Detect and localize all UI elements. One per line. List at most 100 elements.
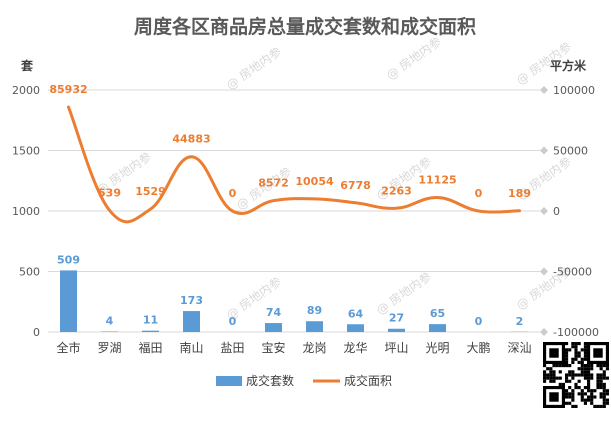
qr-module (602, 398, 606, 402)
qr-module (583, 348, 587, 352)
qr-module (596, 382, 600, 386)
qr-module (571, 395, 575, 399)
qr-module (605, 401, 609, 405)
qr-module (574, 357, 578, 361)
qr-module (565, 342, 569, 346)
qr-module (599, 379, 603, 383)
qr-module (565, 351, 569, 355)
axis-ticks: 0500100015002000-100000-5000005000010000… (12, 84, 599, 339)
qr-module (580, 392, 584, 396)
qr-module (571, 389, 575, 393)
qr-module (574, 348, 578, 352)
bar (347, 324, 364, 332)
right-tick-label: 0 (553, 205, 560, 218)
qr-module (571, 373, 575, 377)
category-label: 宝安 (261, 340, 285, 355)
qr-module (568, 348, 572, 352)
right-axis-unit: 平方米 (550, 58, 587, 73)
qr-module (558, 370, 562, 374)
qr-module (580, 360, 584, 364)
qr-module (583, 345, 587, 349)
qr-module (602, 395, 606, 399)
line-series (67, 105, 521, 224)
qr-module (546, 376, 550, 380)
bar-value-label: 0 (475, 315, 483, 328)
qr-module (558, 364, 562, 368)
bar-series (60, 270, 528, 332)
right-tick-label: -100000 (553, 326, 599, 339)
qr-module (583, 342, 587, 346)
qr-module (549, 370, 553, 374)
qr-module (577, 386, 581, 390)
line-value-label: 2263 (381, 184, 412, 197)
qr-module (549, 373, 553, 377)
bar-value-label: 64 (348, 307, 364, 320)
left-tick-label: 1500 (12, 145, 40, 158)
qr-module (599, 404, 603, 408)
qr-module (558, 382, 562, 386)
qr-module (596, 364, 600, 368)
qr-module (565, 392, 569, 396)
line-value-label: 189 (508, 187, 531, 200)
category-label: 坪山 (384, 341, 408, 355)
qr-module (565, 357, 569, 361)
qr-module (587, 389, 591, 393)
qr-module (583, 370, 587, 374)
qr-module (574, 373, 578, 377)
qr-module (577, 342, 581, 346)
qr-module (543, 370, 547, 374)
qr-module (605, 364, 609, 368)
qr-module (583, 364, 587, 368)
qr-module (574, 382, 578, 386)
right-tick-marker (540, 86, 548, 94)
qr-module (580, 364, 584, 368)
qr-module (546, 367, 550, 371)
qr-module (558, 376, 562, 380)
qr-finder-core (549, 348, 559, 358)
qr-module (571, 370, 575, 374)
qr-module (590, 364, 594, 368)
qr-module (577, 367, 581, 371)
category-label: 深汕 (507, 341, 531, 355)
category-label: 光明 (425, 341, 449, 355)
qr-module (602, 404, 606, 408)
legend-label-line: 成交面积 (344, 373, 392, 388)
bar-value-label: 27 (389, 312, 404, 325)
legend-swatch-bars (216, 376, 242, 386)
qr-module (552, 364, 556, 368)
qr-module (590, 395, 594, 399)
category-label: 南山 (179, 340, 203, 355)
qr-module (568, 401, 572, 405)
qr-module (577, 373, 581, 377)
bar-value-label: 74 (266, 306, 282, 319)
qr-module (552, 379, 556, 383)
qr-module (590, 373, 594, 377)
qr-module (549, 376, 553, 380)
watermark-text: @ 房地内参 (373, 269, 434, 318)
qr-module (590, 389, 594, 393)
qr-module (596, 376, 600, 380)
qr-module (587, 376, 591, 380)
qr-module (583, 367, 587, 371)
qr-module (549, 379, 553, 383)
qr-module (543, 379, 547, 383)
qr-module (552, 376, 556, 380)
qr-module (599, 373, 603, 377)
qr-module (571, 357, 575, 361)
line-value-label: 10054 (295, 175, 334, 188)
qr-module (602, 376, 606, 380)
qr-module (546, 373, 550, 377)
bar-value-label: 509 (57, 253, 80, 266)
qr-module (565, 376, 569, 380)
qr-code-icon (541, 340, 611, 410)
qr-module (580, 373, 584, 377)
qr-module (587, 386, 591, 390)
qr-module (587, 370, 591, 374)
qr-module (602, 370, 606, 374)
qr-module (561, 382, 565, 386)
bar (142, 330, 159, 332)
qr-module (583, 392, 587, 396)
data-labels: 509 4 11 173 0 74 89 64 27 65 0 2 85932 539 1529 44883 0… (49, 83, 531, 328)
bar-value-label: 173 (180, 294, 203, 307)
qr-module (577, 360, 581, 364)
